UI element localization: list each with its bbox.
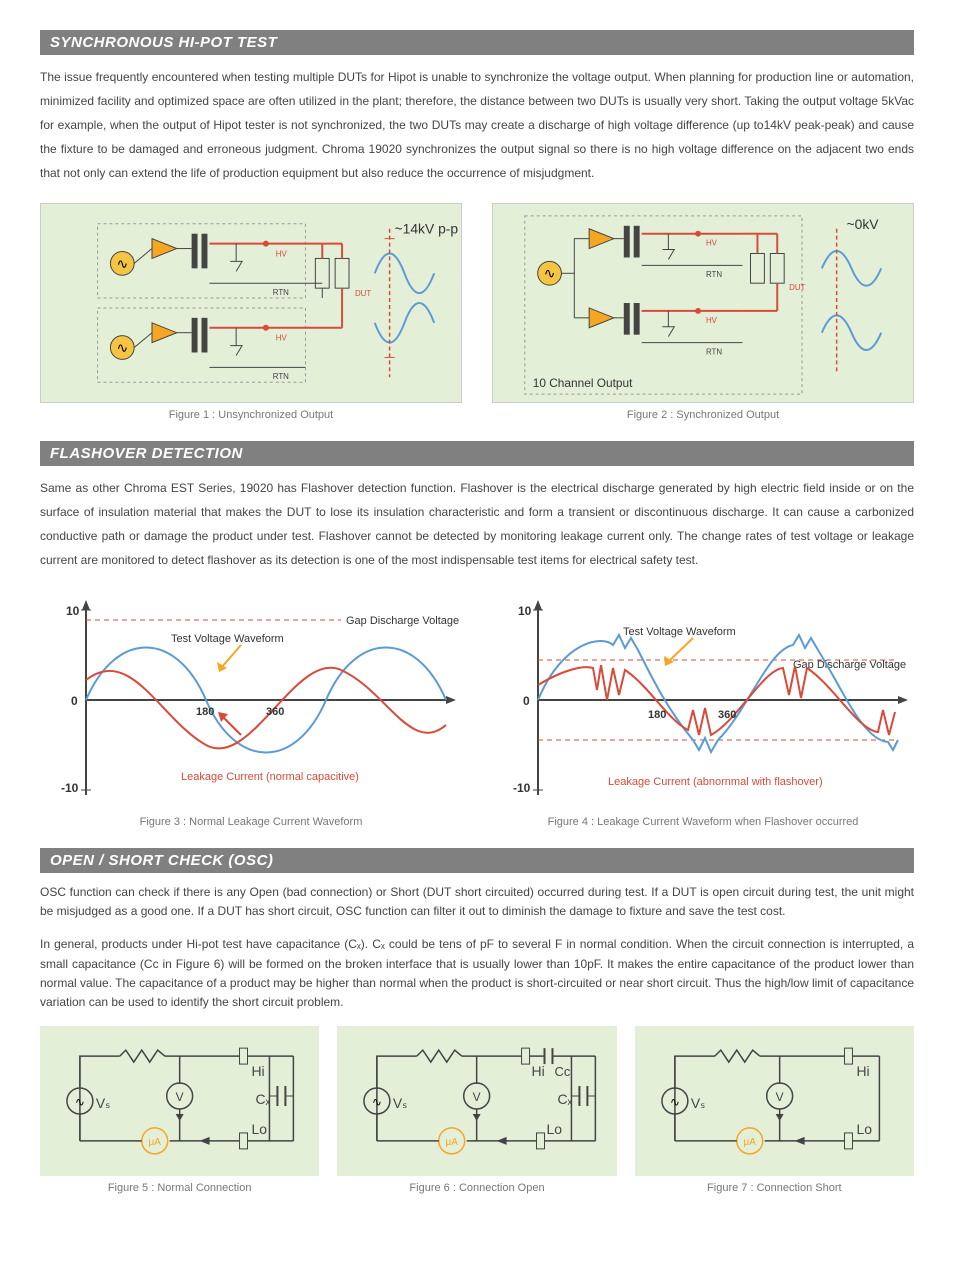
svg-text:RTN: RTN xyxy=(273,372,289,381)
svg-text:Lo: Lo xyxy=(547,1121,563,1137)
svg-text:V: V xyxy=(176,1090,184,1104)
svg-text:Test Voltage Waveform: Test Voltage Waveform xyxy=(623,626,736,638)
section1-body: The issue frequently encountered when te… xyxy=(40,65,914,185)
svg-text:Lo: Lo xyxy=(856,1121,872,1137)
svg-text:Lo: Lo xyxy=(251,1121,267,1137)
svg-text:Hi: Hi xyxy=(856,1063,869,1079)
svg-text:V: V xyxy=(473,1090,481,1104)
svg-text:Cc: Cc xyxy=(555,1064,571,1079)
svg-text:10: 10 xyxy=(518,604,532,618)
svg-text:∿: ∿ xyxy=(670,1095,680,1109)
svg-text:360: 360 xyxy=(718,709,736,721)
figure-7-diagram: Hi Lo μA ∿ Vₛ V xyxy=(635,1026,914,1176)
svg-text:μA: μA xyxy=(149,1137,162,1148)
svg-text:RTN: RTN xyxy=(273,288,289,297)
svg-text:HV: HV xyxy=(706,239,718,248)
svg-text:μA: μA xyxy=(446,1137,459,1148)
svg-text:μA: μA xyxy=(743,1137,756,1148)
svg-text:180: 180 xyxy=(196,706,214,718)
svg-text:Hi: Hi xyxy=(251,1063,264,1079)
svg-text:Hi: Hi xyxy=(532,1063,545,1079)
svg-text:HV: HV xyxy=(706,316,718,325)
section3-body1: OSC function can check if there is any O… xyxy=(40,883,914,921)
svg-text:0: 0 xyxy=(71,694,78,708)
svg-text:Vₛ: Vₛ xyxy=(691,1095,706,1111)
svg-text:HV: HV xyxy=(276,334,288,343)
svg-text:Cₓ: Cₓ xyxy=(558,1091,573,1107)
figure-4-chart: 10 0 -10 Gap Discharge Voltage Test Volt… xyxy=(492,590,914,810)
svg-text:Leakage Current (normal capaci: Leakage Current (normal capacitive) xyxy=(181,771,359,783)
svg-text:Vₛ: Vₛ xyxy=(393,1095,408,1111)
svg-text:Cₓ: Cₓ xyxy=(255,1091,270,1107)
section3-body2: In general, products under Hi-pot test h… xyxy=(40,935,914,1012)
section2-body: Same as other Chroma EST Series, 19020 h… xyxy=(40,476,914,572)
section-header-flashover: FLASHOVER DETECTION xyxy=(40,441,914,466)
section-header-hipot: SYNCHRONOUS HI-POT TEST xyxy=(40,30,914,55)
svg-text:10 Channel Output: 10 Channel Output xyxy=(533,376,633,390)
svg-text:∿: ∿ xyxy=(544,265,556,281)
svg-text:Vₛ: Vₛ xyxy=(96,1095,111,1111)
svg-text:RTN: RTN xyxy=(706,347,722,356)
figure-1-caption: Figure 1 : Unsynchronized Output xyxy=(40,409,462,421)
figure-5-diagram: Hi Cₓ Lo μA ∿ Vₛ xyxy=(40,1026,319,1176)
svg-text:HV: HV xyxy=(276,249,288,258)
section-header-osc: OPEN / SHORT CHECK (OSC) xyxy=(40,848,914,873)
svg-text:DUT: DUT xyxy=(789,283,805,292)
figure-3-caption: Figure 3 : Normal Leakage Current Wavefo… xyxy=(40,816,462,828)
svg-text:10: 10 xyxy=(66,604,80,618)
svg-text:DUT: DUT xyxy=(355,289,371,298)
svg-text:0: 0 xyxy=(523,694,530,708)
svg-text:∿: ∿ xyxy=(372,1095,382,1109)
figure-1-diagram: ∿ HV RTN ∿ xyxy=(40,203,462,403)
figure-2-caption: Figure 2 : Synchronized Output xyxy=(492,409,914,421)
svg-text:Leakage Current (abnornmal wit: Leakage Current (abnornmal with flashove… xyxy=(608,776,823,788)
svg-text:∿: ∿ xyxy=(116,255,128,271)
svg-text:360: 360 xyxy=(266,706,284,718)
svg-text:∿: ∿ xyxy=(75,1095,85,1109)
svg-text:-10: -10 xyxy=(61,781,79,795)
svg-text:Test Voltage Waveform: Test Voltage Waveform xyxy=(171,633,284,645)
svg-text:RTN: RTN xyxy=(706,270,722,279)
svg-text:~0kV: ~0kV xyxy=(847,216,880,232)
figure-6-caption: Figure 6 : Connection Open xyxy=(337,1182,616,1194)
figure-3-chart: 10 0 -10 Gap Discharge Voltage Test Volt… xyxy=(40,590,462,810)
svg-text:Gap Discharge Voltage: Gap Discharge Voltage xyxy=(346,615,459,627)
figure-6-diagram: Hi Cc Cₓ Lo μA ∿ Vₛ xyxy=(337,1026,616,1176)
figure-2-diagram: ∿ HV RTN HV RTN xyxy=(492,203,914,403)
svg-text:~14kV p-p: ~14kV p-p xyxy=(395,221,459,237)
figure-5-caption: Figure 5 : Normal Connection xyxy=(40,1182,319,1194)
figure-4-caption: Figure 4 : Leakage Current Waveform when… xyxy=(492,816,914,828)
svg-text:180: 180 xyxy=(648,709,666,721)
svg-text:V: V xyxy=(775,1090,783,1104)
svg-text:-10: -10 xyxy=(513,781,531,795)
svg-text:∿: ∿ xyxy=(116,340,128,356)
figure-7-caption: Figure 7 : Connection Short xyxy=(635,1182,914,1194)
